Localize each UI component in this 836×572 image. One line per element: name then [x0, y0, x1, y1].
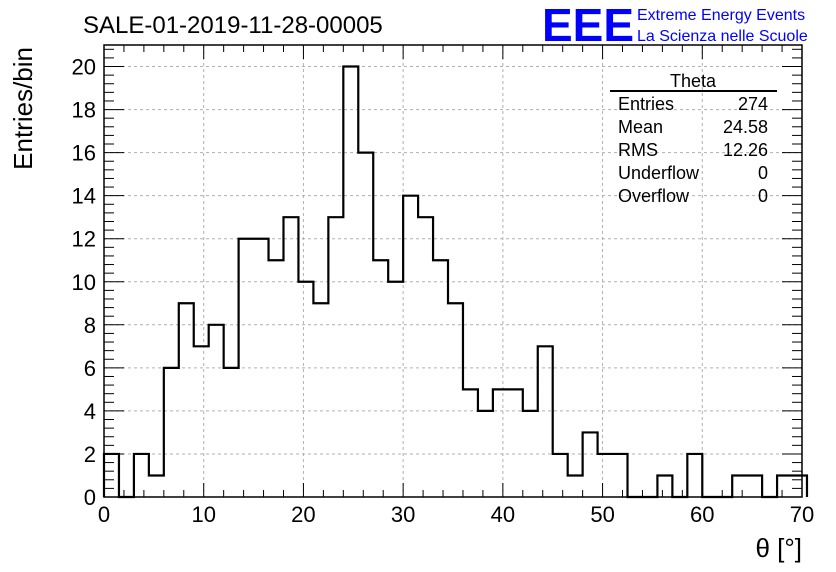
y-tick-label: 16: [72, 141, 96, 166]
stats-value: 12.26: [723, 140, 768, 160]
stats-rows: Entries 274 Mean 24.58 RMS 12.26 Underflow 0 Ove…: [618, 94, 768, 206]
x-tick-label: 40: [491, 502, 515, 527]
stats-value: 24.58: [723, 117, 768, 137]
y-tick-label: 2: [84, 442, 96, 467]
x-axis-label: θ [°]: [755, 533, 802, 563]
stats-label: Entries: [618, 94, 674, 114]
y-tick-label: 8: [84, 313, 96, 338]
x-tick-label: 20: [291, 502, 315, 527]
logo-line1: Extreme Energy Events: [637, 7, 805, 24]
histogram-outline: [102, 65, 809, 499]
stats-value: 0: [758, 163, 768, 183]
y-tick-label: 10: [72, 270, 96, 295]
x-tick-label: 60: [690, 502, 714, 527]
grid-lines: [104, 45, 802, 497]
stats-title: Theta: [670, 71, 717, 91]
stats-label: Underflow: [618, 163, 700, 183]
y-tick-label: 4: [84, 399, 96, 424]
axis-ticks: [103, 45, 803, 498]
logo-line2: La Scienza nelle Scuole: [637, 28, 808, 45]
stats-value: 274: [738, 94, 768, 114]
x-tick-label: 10: [191, 502, 215, 527]
y-tick-label: 0: [84, 485, 96, 510]
stats-label: Mean: [618, 117, 663, 137]
stats-value: 0: [758, 186, 768, 206]
x-tick-label: 0: [98, 502, 110, 527]
stats-label: Overflow: [618, 186, 690, 206]
plot-frame: [103, 44, 803, 498]
x-tick-label: 70: [790, 502, 814, 527]
y-tick-label: 14: [72, 184, 96, 209]
y-tick-label: 6: [84, 356, 96, 381]
stats-label: RMS: [618, 140, 658, 160]
chart-title: SALE-01-2019-11-28-00005: [83, 12, 383, 39]
logo-mark: EEE: [542, 0, 634, 51]
stats-box: Theta Entries 274 Mean 24.58 RMS 12.26 Underfl…: [610, 71, 777, 206]
y-axis-label: Entries/bin: [8, 47, 38, 170]
y-tick-labels: 0 2 4 6 8 10 12 14 16 18 20: [72, 55, 96, 510]
eee-logo: EEE Extreme Energy Events La Scienza nel…: [542, 0, 808, 51]
x-tick-label: 50: [590, 502, 614, 527]
y-tick-label: 18: [72, 98, 96, 123]
y-tick-label: 12: [72, 227, 96, 252]
y-tick-label: 20: [72, 55, 96, 80]
x-tick-label: 30: [391, 502, 415, 527]
x-tick-labels: 0 10 20 30 40 50 60 70: [98, 502, 814, 527]
